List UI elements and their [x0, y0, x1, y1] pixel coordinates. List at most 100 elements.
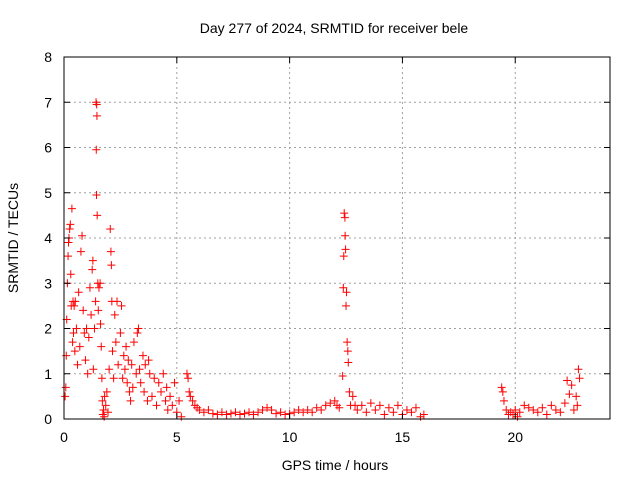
data-point [533, 408, 542, 417]
data-point [145, 369, 154, 378]
data-point [141, 360, 150, 369]
data-point [128, 383, 137, 392]
data-point [90, 324, 99, 333]
data-point [135, 365, 144, 374]
data-point [513, 412, 522, 421]
y-tick-label: 4 [44, 230, 52, 246]
data-point [62, 351, 71, 360]
data-point [560, 399, 569, 408]
data-point [574, 365, 583, 374]
data-point [91, 297, 100, 306]
data-point [163, 405, 172, 414]
data-point [170, 378, 179, 387]
data-point [98, 410, 107, 419]
axis-ticks: 0 1 2 3 4 5 6 7 8 0 5 10 15 20 [44, 49, 610, 445]
data-point [92, 145, 101, 154]
data-point [162, 383, 171, 392]
data-point [98, 396, 107, 405]
data-point [339, 283, 348, 292]
data-point [113, 297, 122, 306]
data-point [217, 408, 226, 417]
data-point [96, 319, 105, 328]
data-point [72, 324, 81, 333]
data-point [182, 369, 191, 378]
data-point [70, 301, 79, 310]
data-point [308, 408, 317, 417]
data-point [175, 396, 184, 405]
data-point [348, 392, 357, 401]
data-point [100, 392, 109, 401]
data-point [109, 374, 118, 383]
data-point [281, 410, 290, 419]
y-tick-label: 0 [44, 411, 52, 427]
data-point [75, 342, 84, 351]
data-point [157, 387, 166, 396]
data-point [312, 403, 321, 412]
data-point [69, 329, 78, 338]
data-point [168, 401, 177, 410]
data-point [524, 403, 533, 412]
data-point [345, 387, 354, 396]
data-point [538, 403, 547, 412]
data-point [317, 405, 326, 414]
data-point [185, 387, 194, 396]
data-point [575, 374, 584, 383]
data-point [166, 392, 175, 401]
data-point [231, 408, 240, 417]
data-point [71, 297, 80, 306]
data-point [89, 365, 98, 374]
data-point [186, 392, 195, 401]
data-point [103, 408, 112, 417]
data-point [299, 408, 308, 417]
data-point [177, 412, 186, 421]
data-point [506, 408, 515, 417]
data-point [193, 403, 202, 412]
data-point [572, 392, 581, 401]
data-point [235, 410, 244, 419]
data-point [290, 408, 299, 417]
data-point [136, 378, 145, 387]
data-point [138, 351, 147, 360]
data-point [371, 405, 380, 414]
data-point [393, 401, 402, 410]
chart-title: Day 277 of 2024, SRMTID for receiver bel… [200, 20, 469, 36]
data-point [123, 378, 132, 387]
x-axis-label: GPS time / hours [282, 457, 389, 473]
grid-lines [64, 57, 610, 419]
data-point [263, 403, 272, 412]
data-point [343, 338, 352, 347]
data-point [92, 98, 101, 107]
x-tick-label: 5 [173, 429, 181, 445]
data-point [61, 392, 70, 401]
data-point [556, 408, 565, 417]
data-point [84, 333, 93, 342]
data-point [143, 396, 152, 405]
data-point [502, 405, 511, 414]
y-tick-label: 5 [44, 185, 52, 201]
data-point [333, 401, 341, 410]
data-point [70, 347, 79, 356]
data-point [161, 396, 170, 405]
data-point [272, 409, 281, 418]
data-point [188, 396, 197, 405]
data-point [344, 358, 353, 367]
x-tick-label: 10 [282, 429, 298, 445]
data-point [419, 410, 428, 419]
data-point [92, 100, 101, 109]
data-point [74, 288, 83, 297]
data-point [97, 342, 106, 351]
data-point [303, 405, 312, 414]
data-point [338, 372, 347, 381]
data-point [389, 408, 398, 417]
y-tick-label: 3 [44, 275, 52, 291]
data-point [76, 247, 85, 256]
data-point [61, 383, 70, 392]
data-point [254, 408, 263, 417]
data-point [116, 329, 125, 338]
data-point [65, 224, 74, 233]
data-point [499, 396, 508, 405]
data-point [110, 310, 119, 319]
y-tick-label: 6 [44, 140, 52, 156]
data-point [547, 401, 556, 410]
